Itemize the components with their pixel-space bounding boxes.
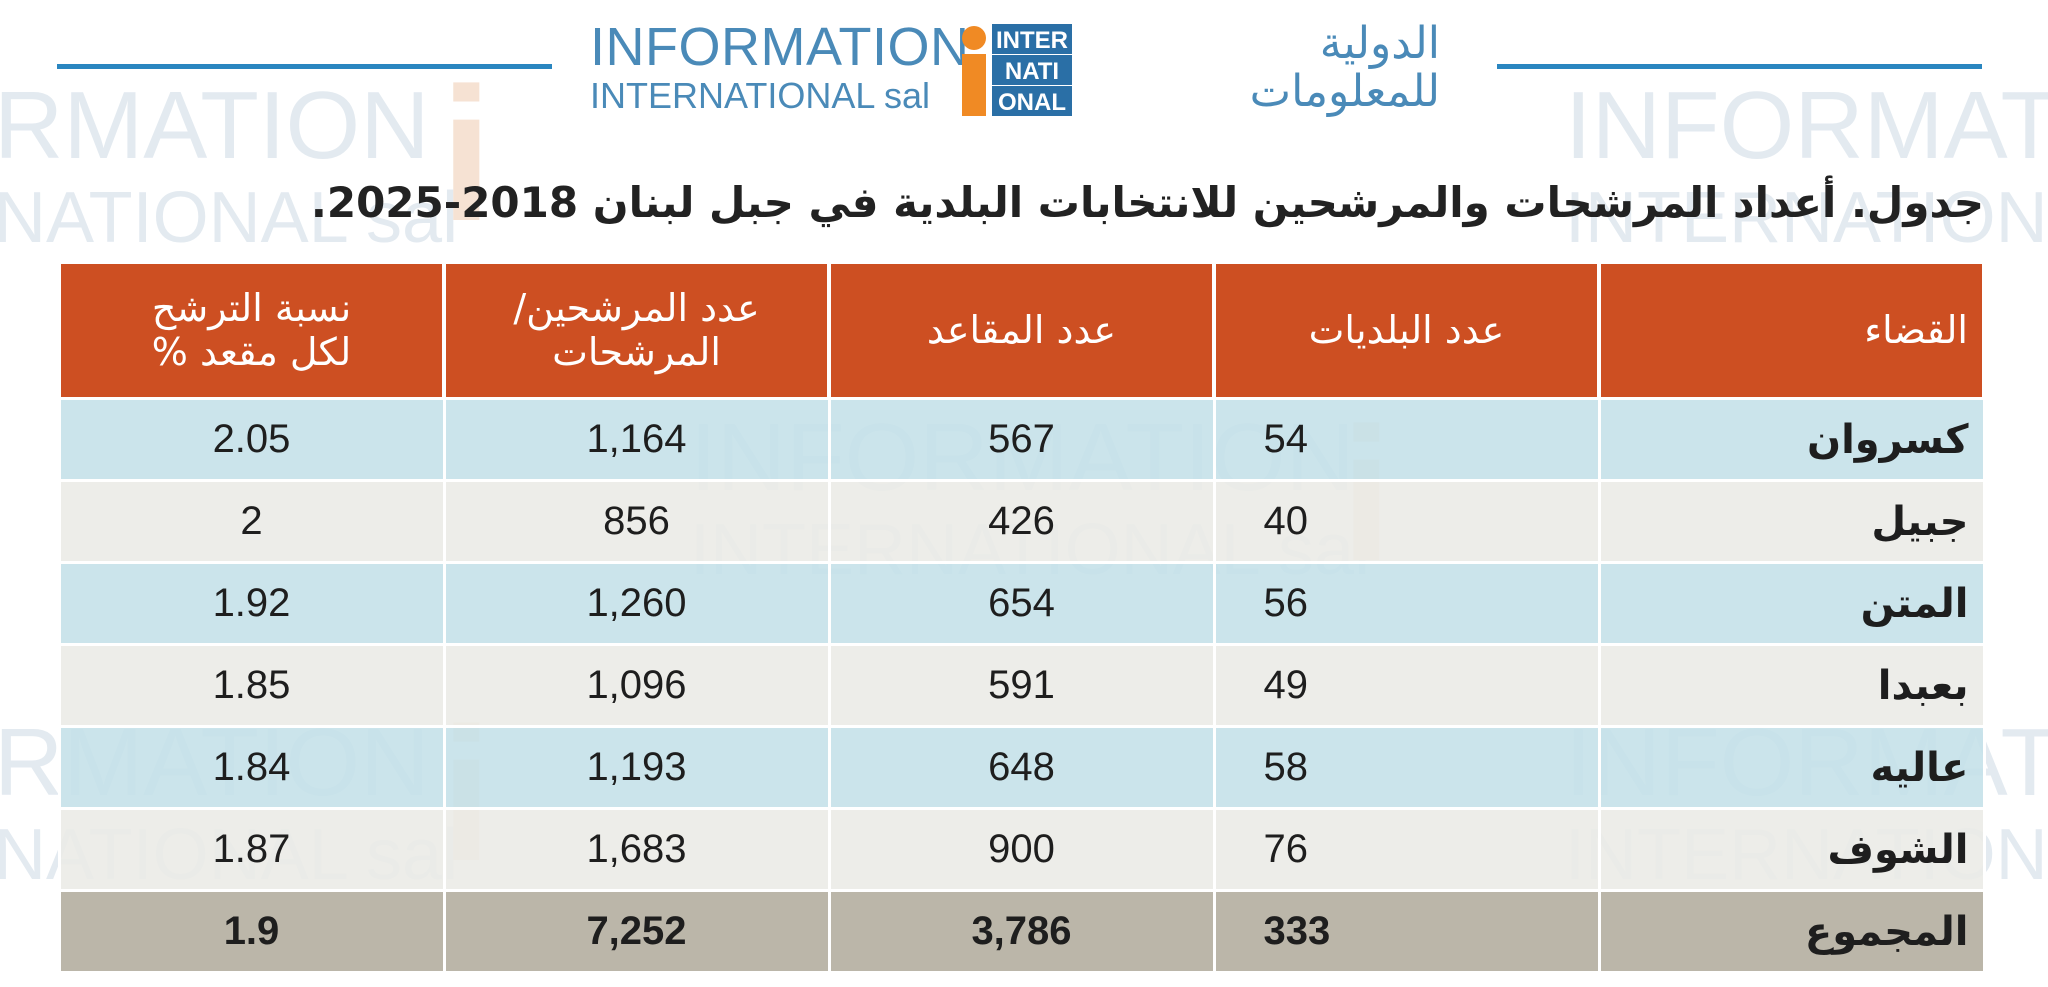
cell-municipalities: 56 bbox=[1212, 561, 1601, 646]
watermark-i-mark: i bbox=[440, 49, 493, 261]
logo-mark-word: ONAL bbox=[998, 89, 1066, 116]
cell-district: جبيل bbox=[1597, 479, 1986, 564]
header-ratio-line1: نسبة الترشح bbox=[151, 285, 352, 330]
header-candidates: عدد المرشحين/ المرشحات bbox=[442, 264, 831, 399]
cell-district: عاليه bbox=[1597, 725, 1986, 810]
logo: INFORMATION INTERNATIONAL sal INTER NATI… bbox=[590, 16, 1470, 116]
cell-seats: 654 bbox=[827, 561, 1216, 646]
logo-mark-word: INTER bbox=[996, 27, 1068, 54]
cell-ratio: 2 bbox=[57, 479, 446, 564]
cell-district: بعبدا bbox=[1597, 643, 1986, 728]
cell-ratio: 2.05 bbox=[57, 397, 446, 482]
header-ratio: نسبة الترشح لكل مقعد % bbox=[57, 264, 446, 399]
watermark-left-top: RMATION NATIONAL sal bbox=[0, 72, 459, 258]
table-row: بعبدا 49 591 1,096 1.85 bbox=[57, 643, 1986, 728]
header-district: القضاء bbox=[1597, 264, 1986, 399]
table-row: المتن 56 654 1,260 1.92 bbox=[57, 561, 1986, 646]
cell-candidates: 1,260 bbox=[442, 561, 831, 646]
cell-district: الشوف bbox=[1597, 807, 1986, 892]
logo-en-line1: INFORMATION bbox=[590, 17, 970, 77]
cell-seats: 900 bbox=[827, 807, 1216, 892]
cell-candidates-total: 7,252 bbox=[442, 889, 831, 974]
table-row: جبيل 40 426 856 2 bbox=[57, 479, 1986, 564]
table-title: جدول. أعداد المرشحات والمرشحين للانتخابا… bbox=[310, 178, 1984, 227]
logo-english: INFORMATION INTERNATIONAL sal bbox=[590, 20, 969, 114]
cell-ratio: 1.85 bbox=[57, 643, 446, 728]
watermark-right-top: INFORMATION INTERNATIONAL sal bbox=[1565, 72, 2048, 258]
logo-ar-line1: الدولية bbox=[1319, 18, 1440, 69]
cell-municipalities: 76 bbox=[1212, 807, 1601, 892]
cell-seats: 426 bbox=[827, 479, 1216, 564]
logo-i-mark-icon: INTER NATI ONAL bbox=[962, 24, 1072, 116]
header-candidates-line1: عدد المرشحين/ bbox=[513, 285, 760, 330]
cell-candidates: 856 bbox=[442, 479, 831, 564]
watermark-text: INTERNATIONAL sal bbox=[1565, 178, 2048, 258]
header-municipalities: عدد البلديات bbox=[1212, 264, 1601, 399]
cell-seats: 648 bbox=[827, 725, 1216, 810]
cell-ratio: 1.87 bbox=[57, 807, 446, 892]
cell-district: كسروان bbox=[1597, 397, 1986, 482]
cell-seats-total: 3,786 bbox=[827, 889, 1216, 974]
header-rule-right bbox=[1497, 64, 1982, 69]
cell-municipalities: 54 bbox=[1212, 397, 1601, 482]
cell-candidates: 1,683 bbox=[442, 807, 831, 892]
cell-seats: 591 bbox=[827, 643, 1216, 728]
table-row: كسروان 54 567 1,164 2.05 bbox=[57, 397, 1986, 482]
table-row: الشوف 76 900 1,683 1.87 bbox=[57, 807, 1986, 892]
logo-ar-line2: للمعلومات bbox=[1249, 66, 1440, 118]
cell-candidates: 1,096 bbox=[442, 643, 831, 728]
table-header-row: القضاء عدد البلديات عدد المقاعد عدد المر… bbox=[57, 264, 1986, 399]
logo-arabic: الدولية للمعلومات bbox=[1080, 18, 1440, 118]
cell-candidates: 1,193 bbox=[442, 725, 831, 810]
cell-municipalities: 40 bbox=[1212, 479, 1601, 564]
logo-mark-word: NATI bbox=[1005, 58, 1059, 85]
cell-district: المتن bbox=[1597, 561, 1986, 646]
header-seats: عدد المقاعد bbox=[827, 264, 1216, 399]
data-table: القضاء عدد البلديات عدد المقاعد عدد المر… bbox=[57, 264, 1986, 974]
cell-ratio: 1.84 bbox=[57, 725, 446, 810]
header-candidates-line2: المرشحات bbox=[552, 329, 721, 374]
cell-municipalities-total: 333 bbox=[1212, 889, 1601, 974]
cell-ratio: 1.92 bbox=[57, 561, 446, 646]
header-ratio-line2: لكل مقعد % bbox=[151, 329, 352, 374]
header-rule-left bbox=[57, 64, 552, 69]
watermark-text: NATIONAL sal bbox=[0, 178, 459, 258]
cell-seats: 567 bbox=[827, 397, 1216, 482]
logo-en-line2: INTERNATIONAL sal bbox=[590, 75, 931, 116]
cell-municipalities: 58 bbox=[1212, 725, 1601, 810]
cell-district-total: المجموع bbox=[1597, 889, 1986, 974]
watermark-text: RMATION bbox=[0, 72, 430, 179]
table-row: عاليه 58 648 1,193 1.84 bbox=[57, 725, 1986, 810]
watermark-text: INFORMATION bbox=[1565, 72, 2048, 179]
cell-candidates: 1,164 bbox=[442, 397, 831, 482]
cell-ratio-total: 1.9 bbox=[57, 889, 446, 974]
cell-municipalities: 49 bbox=[1212, 643, 1601, 728]
table-total-row: المجموع 333 3,786 7,252 1.9 bbox=[57, 889, 1986, 974]
